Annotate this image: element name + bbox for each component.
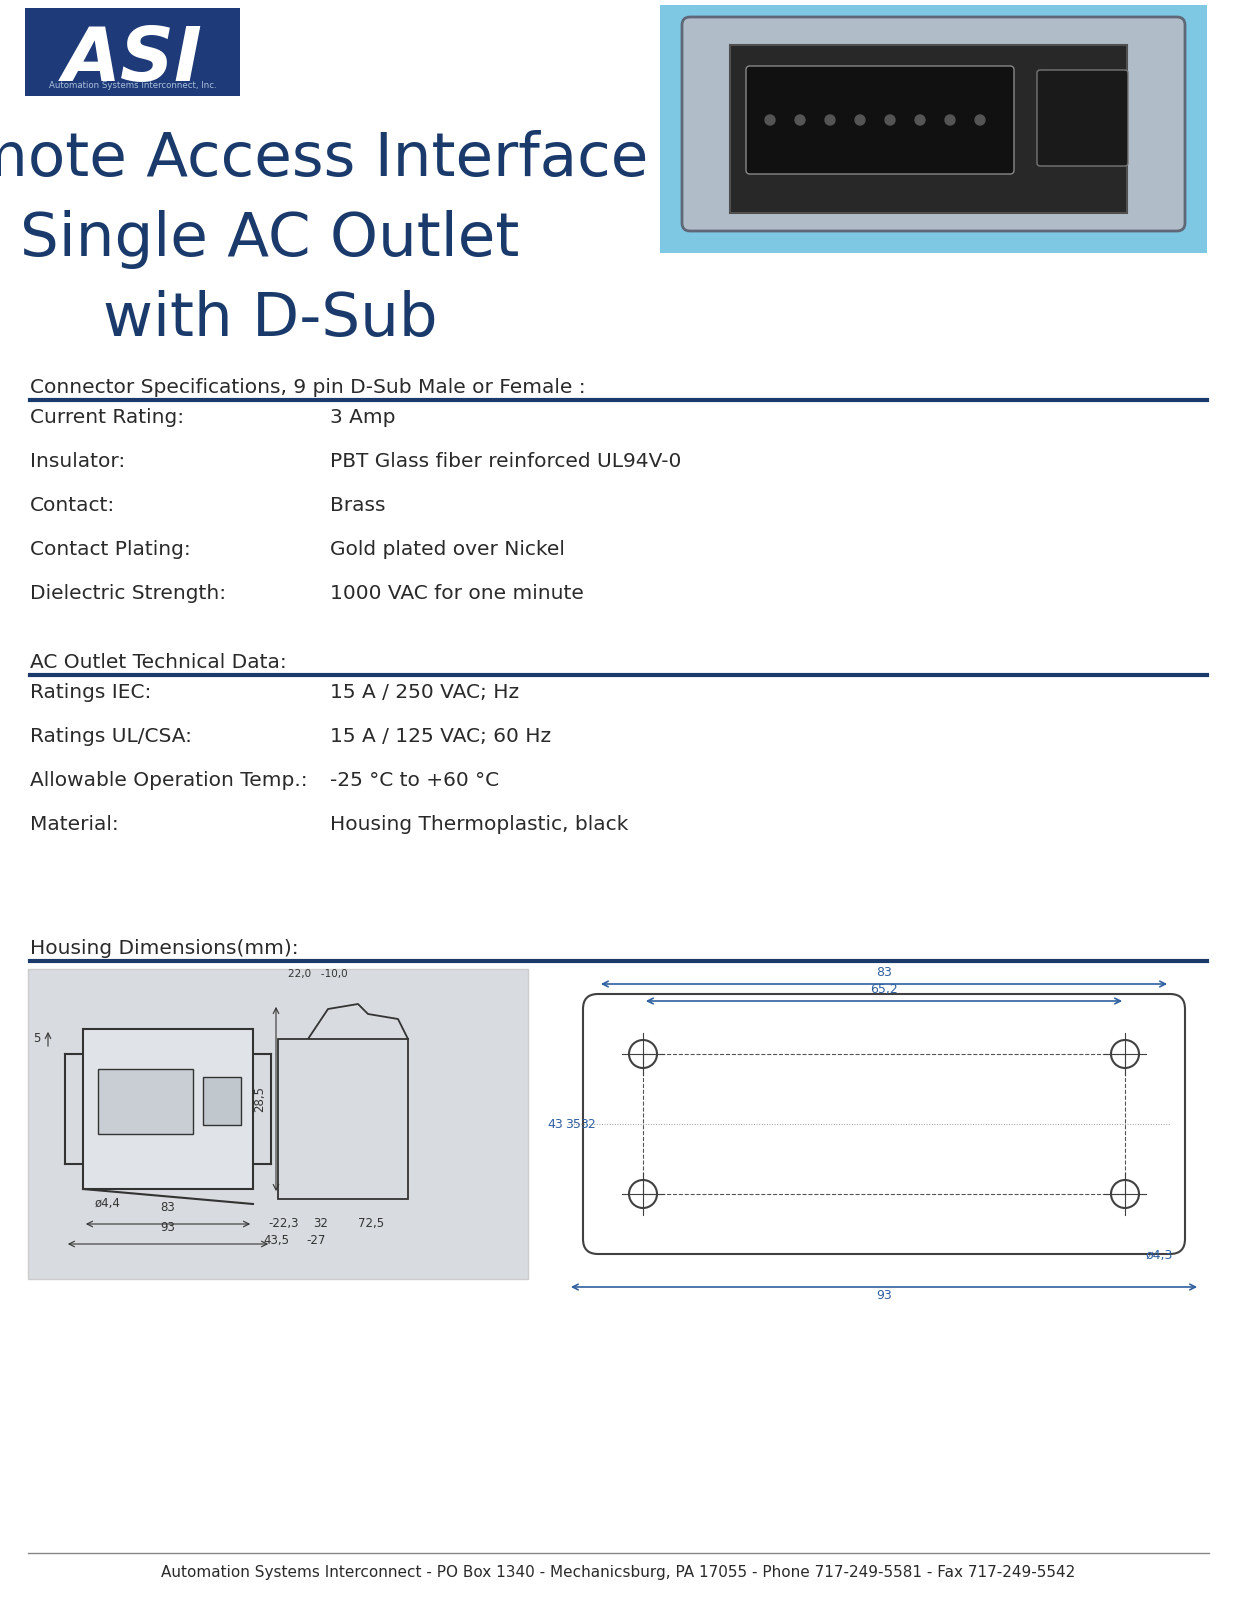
Text: 1000 VAC for one minute: 1000 VAC for one minute [330, 584, 584, 603]
Text: Remote Access Interface: Remote Access Interface [0, 130, 648, 189]
Text: AC Outlet Technical Data:: AC Outlet Technical Data: [30, 653, 287, 672]
Text: ø4,4: ø4,4 [95, 1197, 121, 1210]
Text: 22,0   -10,0: 22,0 -10,0 [288, 970, 348, 979]
Circle shape [764, 115, 776, 125]
FancyBboxPatch shape [682, 18, 1185, 230]
Text: Current Rating:: Current Rating: [30, 408, 184, 427]
Text: 93: 93 [876, 1290, 892, 1302]
Circle shape [915, 115, 925, 125]
Text: Automation Systems Interconnect, Inc.: Automation Systems Interconnect, Inc. [49, 82, 216, 91]
Text: Dielectric Strength:: Dielectric Strength: [30, 584, 226, 603]
FancyBboxPatch shape [1037, 70, 1128, 166]
Circle shape [975, 115, 985, 125]
Bar [661, 5, 1207, 253]
Circle shape [884, 115, 896, 125]
Text: 43,5: 43,5 [263, 1234, 289, 1246]
Text: Allowable Operation Temp.:: Allowable Operation Temp.: [30, 771, 308, 790]
Text: -27: -27 [306, 1234, 325, 1246]
Text: 15 A / 250 VAC; Hz: 15 A / 250 VAC; Hz [330, 683, 520, 702]
Bar [98, 1069, 193, 1134]
Text: Automation Systems Interconnect - PO Box 1340 - Mechanicsburg, PA 17055 - Phone : Automation Systems Interconnect - PO Box… [161, 1565, 1075, 1581]
Text: PBT Glass fiber reinforced UL94V-0: PBT Glass fiber reinforced UL94V-0 [330, 451, 682, 470]
Bar [730, 45, 1127, 213]
Bar [28, 970, 528, 1278]
FancyBboxPatch shape [746, 66, 1014, 174]
Bar [203, 1077, 241, 1125]
Text: 28,5: 28,5 [254, 1086, 266, 1112]
Text: 65,2: 65,2 [870, 982, 898, 995]
Text: 35: 35 [565, 1117, 581, 1131]
Text: 83: 83 [876, 966, 892, 979]
Text: Contact:: Contact: [30, 496, 115, 515]
Text: 83: 83 [161, 1202, 176, 1214]
Text: 43: 43 [547, 1117, 563, 1131]
FancyBboxPatch shape [583, 994, 1185, 1254]
Text: 93: 93 [161, 1221, 176, 1234]
Text: 32: 32 [580, 1117, 596, 1131]
Circle shape [1111, 1181, 1139, 1208]
Circle shape [1111, 1040, 1139, 1069]
Text: 3 Amp: 3 Amp [330, 408, 396, 427]
Text: -25 °C to +60 °C: -25 °C to +60 °C [330, 771, 499, 790]
Text: with D-Sub: with D-Sub [103, 290, 438, 349]
Text: Housing Thermoplastic, black: Housing Thermoplastic, black [330, 814, 628, 834]
Text: Single AC Outlet: Single AC Outlet [20, 210, 520, 269]
Text: 72,5: 72,5 [357, 1218, 385, 1230]
Bar [83, 1029, 254, 1189]
Circle shape [628, 1040, 657, 1069]
Bar [278, 1038, 408, 1198]
Text: Housing Dimensions(mm):: Housing Dimensions(mm): [30, 939, 298, 958]
Text: Contact Plating:: Contact Plating: [30, 541, 190, 558]
Text: Connector Specifications, 9 pin D-Sub Male or Female :: Connector Specifications, 9 pin D-Sub Ma… [30, 378, 585, 397]
Text: Ratings IEC:: Ratings IEC: [30, 683, 151, 702]
Circle shape [855, 115, 865, 125]
Text: 15 A / 125 VAC; 60 Hz: 15 A / 125 VAC; 60 Hz [330, 726, 552, 746]
Circle shape [945, 115, 955, 125]
Circle shape [825, 115, 835, 125]
Text: ø4,3: ø4,3 [1145, 1250, 1173, 1262]
Text: Ratings UL/CSA:: Ratings UL/CSA: [30, 726, 192, 746]
Text: Insulator:: Insulator: [30, 451, 125, 470]
Text: Gold plated over Nickel: Gold plated over Nickel [330, 541, 565, 558]
Text: Material:: Material: [30, 814, 119, 834]
Text: 5: 5 [33, 1032, 41, 1045]
Circle shape [628, 1181, 657, 1208]
Text: Brass: Brass [330, 496, 386, 515]
Text: ASI: ASI [63, 24, 203, 96]
FancyBboxPatch shape [25, 8, 240, 96]
Circle shape [795, 115, 805, 125]
Text: 32: 32 [313, 1218, 328, 1230]
Text: -22,3: -22,3 [268, 1218, 298, 1230]
